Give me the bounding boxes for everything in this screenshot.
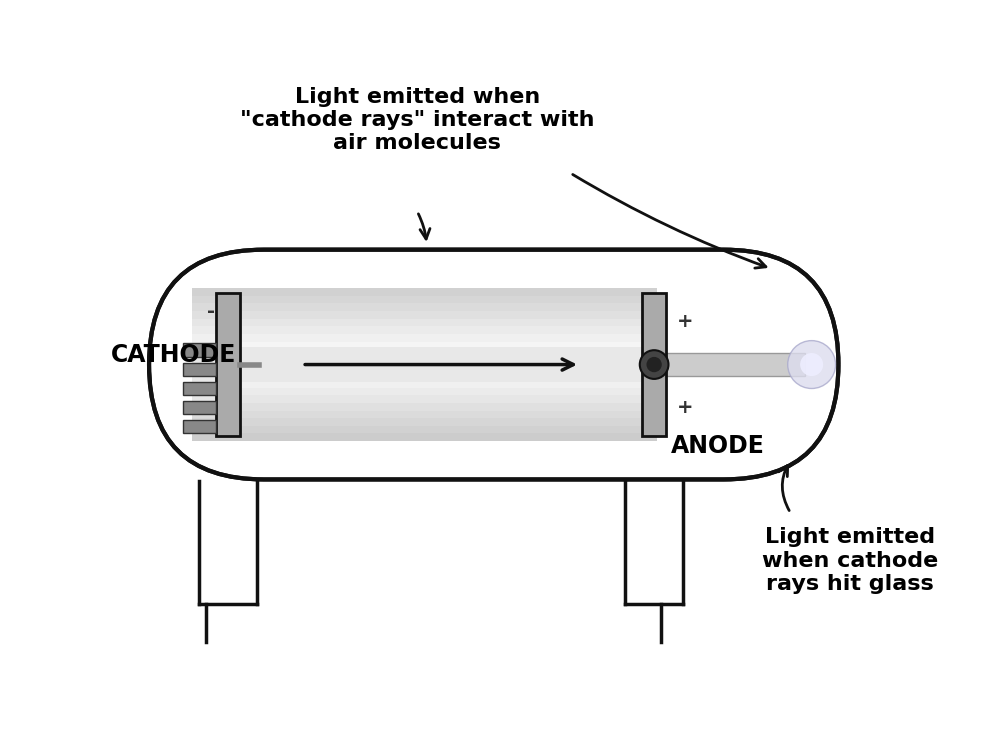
Bar [192, 372, 656, 380]
Bar [192, 326, 656, 334]
Text: Light emitted
when cathode
rays hit glass: Light emitted when cathode rays hit glas… [762, 527, 939, 593]
Bar [192, 348, 656, 382]
Bar [192, 349, 656, 357]
Bar [643, 293, 666, 437]
Bar [666, 353, 805, 376]
Bar [216, 293, 240, 437]
Bar [192, 357, 656, 364]
FancyBboxPatch shape [149, 250, 839, 480]
Circle shape [788, 341, 836, 388]
Circle shape [640, 350, 668, 379]
Circle shape [800, 353, 823, 376]
Bar [192, 296, 656, 303]
Bar [192, 334, 656, 342]
Bar [182, 363, 216, 376]
Text: Light emitted when
"cathode rays" interact with
air molecules: Light emitted when "cathode rays" intera… [240, 87, 594, 153]
Bar [182, 420, 216, 434]
Bar [192, 342, 656, 349]
Text: CATHODE: CATHODE [111, 343, 237, 367]
Circle shape [646, 357, 661, 372]
Bar [192, 303, 656, 311]
Bar [192, 380, 656, 388]
Bar [192, 403, 656, 410]
Bar [192, 434, 656, 441]
Bar [192, 288, 656, 296]
Bar [192, 388, 656, 395]
Text: -: - [207, 302, 215, 321]
Text: +: + [677, 398, 694, 417]
Bar [182, 401, 216, 415]
Text: +: + [677, 312, 694, 331]
Bar [192, 364, 656, 372]
Bar [182, 344, 216, 357]
Bar [192, 418, 656, 426]
Bar [192, 426, 656, 434]
Bar [192, 395, 656, 403]
Bar [182, 382, 216, 395]
Bar [192, 410, 656, 418]
Bar [192, 319, 656, 326]
Text: ANODE: ANODE [671, 434, 764, 458]
Bar [192, 311, 656, 319]
Bar [192, 288, 656, 441]
